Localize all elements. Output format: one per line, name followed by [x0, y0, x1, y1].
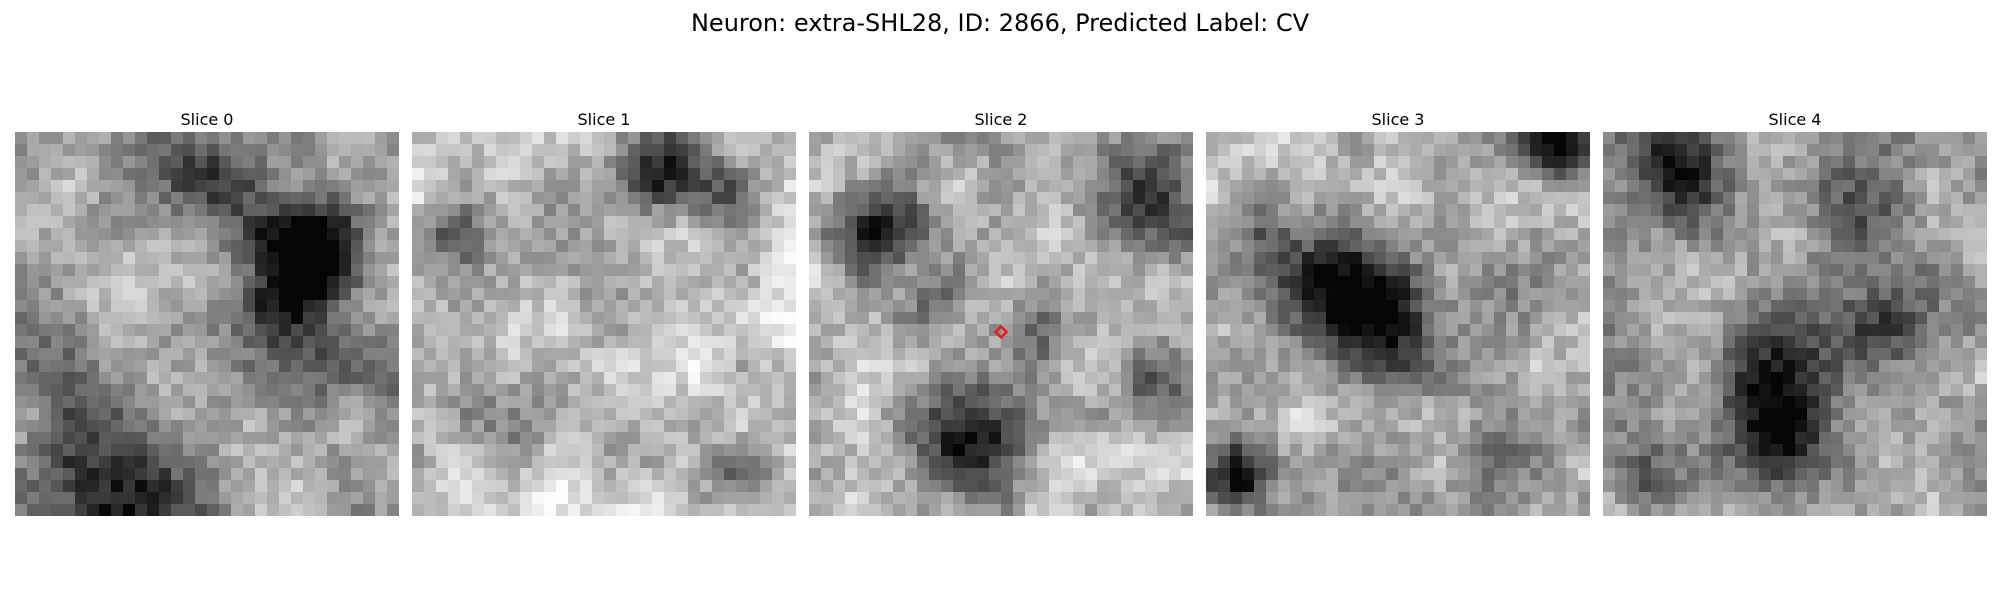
slice-image-4: [1603, 132, 1987, 516]
slice-image-1: [412, 132, 796, 516]
slice-title-0: Slice 0: [180, 110, 234, 129]
slice-panel-2: Slice 2: [809, 108, 1193, 516]
slice-panel-1: Slice 1: [412, 108, 796, 516]
slice-title-4: Slice 4: [1768, 110, 1822, 129]
slice-panel-4: Slice 4: [1603, 108, 1987, 516]
slice-title-1: Slice 1: [577, 110, 631, 129]
slice-image-0: [15, 132, 399, 516]
slice-panel-3: Slice 3: [1206, 108, 1590, 516]
slice-title-2: Slice 2: [974, 110, 1028, 129]
center-marker-icon: [994, 325, 1008, 339]
slice-image-3: [1206, 132, 1590, 516]
slice-panel-0: Slice 0: [15, 108, 399, 516]
slice-image-2: [809, 132, 1193, 516]
figure-title: Neuron: extra-SHL28, ID: 2866, Predicted…: [690, 9, 1310, 37]
slice-title-3: Slice 3: [1371, 110, 1425, 129]
